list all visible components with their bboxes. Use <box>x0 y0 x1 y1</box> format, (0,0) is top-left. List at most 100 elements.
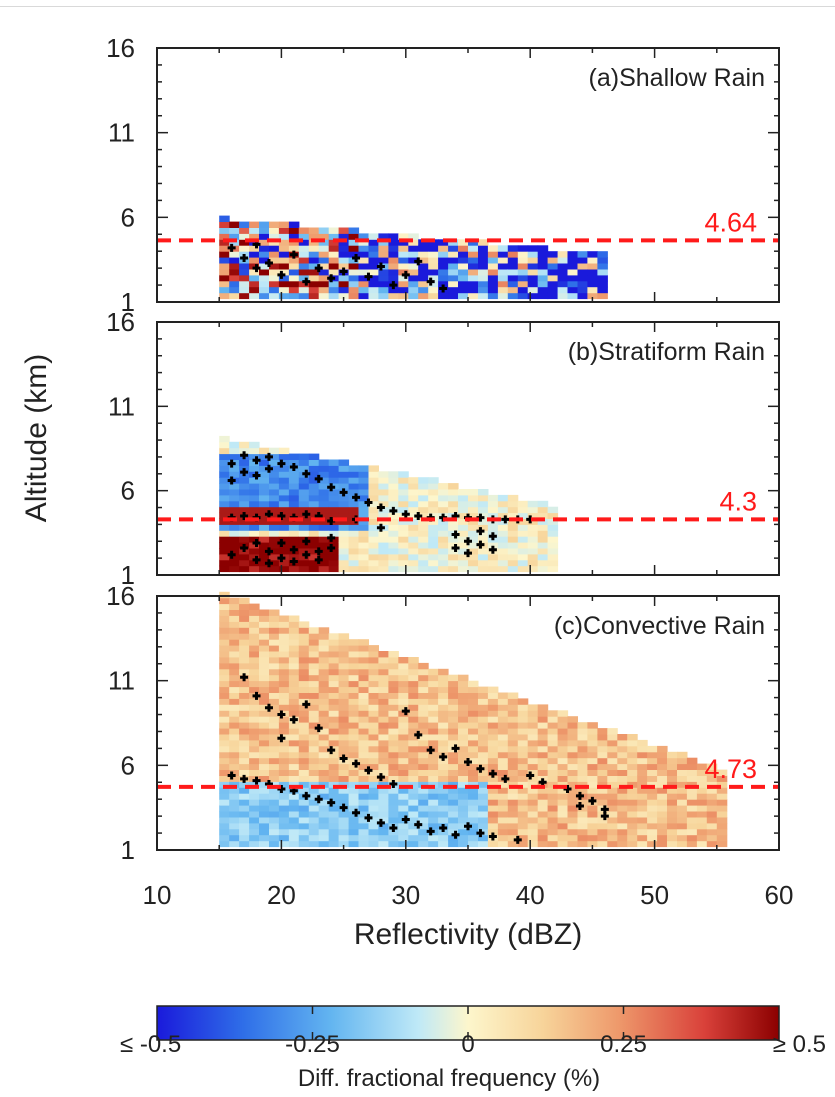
heatmap-cell <box>348 734 360 741</box>
heatmap-cell <box>527 763 539 770</box>
heatmap-cell <box>318 828 330 836</box>
heatmap-cell <box>308 245 320 252</box>
heatmap-cell <box>597 734 608 741</box>
heatmap-cell <box>517 257 529 264</box>
heatmap-cell <box>278 286 290 294</box>
heatmap-cell <box>328 233 340 240</box>
x-tick-label: 50 <box>640 880 669 910</box>
y-tick-label: 11 <box>108 666 135 696</box>
heatmap-cell <box>438 494 449 502</box>
heatmap-cell <box>259 745 270 753</box>
heatmap-cell <box>637 775 648 782</box>
heatmap-cell <box>497 710 509 717</box>
heatmap-cell <box>627 793 638 800</box>
heatmap-cell <box>507 548 519 555</box>
heatmap-cell <box>617 822 628 830</box>
y-tick-label: 16 <box>106 581 135 611</box>
heatmap-cell <box>278 805 290 812</box>
heatmap-cell <box>348 805 360 812</box>
heatmap-cell <box>219 233 230 240</box>
heatmap-cell <box>686 822 698 830</box>
heatmap-cell <box>388 668 399 676</box>
marker-plus <box>476 764 485 773</box>
heatmap-cell <box>398 239 409 246</box>
heatmap-cell <box>229 274 240 282</box>
heatmap-cell <box>278 292 290 300</box>
heatmap-cell <box>278 477 290 484</box>
heatmap-cell <box>398 722 409 729</box>
marker-plus <box>339 488 348 497</box>
heatmap-cell <box>408 817 419 824</box>
heatmap-cell <box>249 840 260 848</box>
heatmap-cell <box>398 728 409 735</box>
heatmap-cell <box>487 781 499 788</box>
heatmap-cell <box>278 530 290 537</box>
heatmap-cell <box>318 257 330 264</box>
heatmap-cell <box>438 553 449 561</box>
heatmap-cell <box>298 274 310 282</box>
heatmap-cell <box>398 506 409 514</box>
heatmap-cell <box>229 280 240 288</box>
heatmap-cell <box>507 692 519 699</box>
heatmap-cell <box>408 565 419 573</box>
heatmap-cell <box>348 728 360 735</box>
heatmap-cell <box>358 662 369 670</box>
heatmap-cell <box>587 775 598 782</box>
heatmap-cell <box>418 251 429 258</box>
heatmap-cell <box>607 805 618 812</box>
heatmap-cell <box>338 565 350 573</box>
heatmap-cell <box>368 728 379 735</box>
heatmap-cell <box>438 840 449 848</box>
heatmap-cell <box>398 698 409 705</box>
heatmap-cell <box>388 274 399 282</box>
heatmap-cell <box>637 781 648 788</box>
heatmap-cell <box>468 710 479 717</box>
heatmap-cell <box>348 565 360 573</box>
heatmap-cell <box>487 286 499 294</box>
heatmap-cell <box>587 834 598 842</box>
heatmap-cell <box>487 751 499 759</box>
heatmap-cell <box>298 227 310 234</box>
heatmap-cell <box>239 692 250 699</box>
heatmap-cell <box>318 565 330 573</box>
marker-plus <box>414 257 423 266</box>
heatmap-cell <box>677 805 688 812</box>
heatmap-cell <box>358 274 369 282</box>
heatmap-cell <box>328 257 340 264</box>
heatmap-cell <box>288 722 300 729</box>
heatmap-cell <box>358 781 369 788</box>
heatmap-cell <box>318 269 330 276</box>
heatmap-cell <box>338 686 350 693</box>
heatmap-cell <box>269 639 280 646</box>
heatmap-cell <box>398 781 409 788</box>
heatmap-cell <box>229 453 240 460</box>
heatmap-cell <box>577 787 588 794</box>
heatmap-cell <box>617 828 628 836</box>
heatmap-cell <box>239 769 250 776</box>
heatmap-cell <box>587 793 598 800</box>
marker-plus <box>302 537 311 546</box>
heatmap-cell <box>219 651 230 658</box>
heatmap-cell <box>368 745 379 753</box>
heatmap-cell <box>497 500 509 508</box>
heatmap-cell <box>239 722 250 729</box>
heatmap-cell <box>219 559 230 567</box>
heatmap-cell <box>706 828 718 836</box>
heatmap-cell <box>348 757 360 765</box>
heatmap-cell <box>278 565 290 573</box>
heatmap-cell <box>607 763 618 770</box>
heatmap-cell <box>298 757 310 765</box>
heatmap-cell <box>557 787 569 794</box>
colorbar-tick-label: ≥ 0.5 <box>773 1031 826 1058</box>
heatmap-cell <box>249 710 260 717</box>
heatmap-cell <box>269 263 280 270</box>
heatmap-cell <box>239 494 250 502</box>
heatmap-cell <box>547 286 559 294</box>
heatmap-cell <box>398 559 409 567</box>
heatmap-cell <box>398 662 409 670</box>
heatmap-cell <box>219 251 230 258</box>
heatmap-cell <box>438 674 449 682</box>
heatmap-cell <box>497 286 509 294</box>
heatmap-cell <box>308 668 320 676</box>
heatmap-cell <box>517 728 529 735</box>
